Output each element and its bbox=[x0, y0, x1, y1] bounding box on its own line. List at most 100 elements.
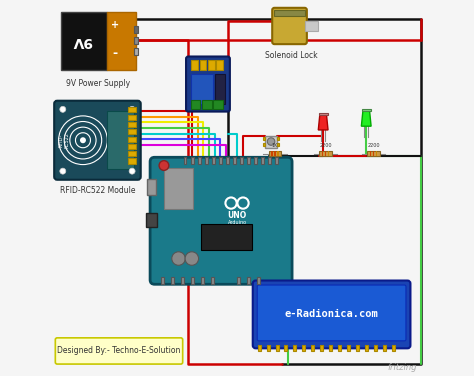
Bar bbox=[338, 345, 341, 350]
Bar bbox=[191, 74, 213, 104]
Bar bbox=[322, 151, 323, 156]
Bar bbox=[373, 151, 374, 156]
Bar bbox=[247, 157, 250, 164]
Bar bbox=[107, 111, 134, 170]
Text: +: + bbox=[111, 20, 119, 30]
Bar bbox=[108, 12, 136, 70]
Bar bbox=[237, 277, 240, 284]
Bar bbox=[265, 136, 277, 147]
Bar bbox=[319, 113, 328, 115]
Bar bbox=[302, 345, 305, 350]
Bar bbox=[293, 345, 296, 350]
Bar bbox=[362, 109, 371, 111]
Bar bbox=[191, 157, 193, 164]
Bar bbox=[367, 151, 380, 156]
Bar bbox=[356, 345, 359, 350]
Bar bbox=[257, 277, 260, 284]
Circle shape bbox=[60, 168, 66, 174]
Bar bbox=[128, 122, 136, 127]
Bar bbox=[212, 157, 215, 164]
Bar bbox=[226, 157, 229, 164]
Circle shape bbox=[172, 252, 185, 265]
Bar bbox=[201, 277, 204, 284]
Text: fritzing: fritzing bbox=[387, 362, 417, 371]
Bar bbox=[392, 345, 395, 350]
Bar bbox=[240, 157, 243, 164]
Text: RFID-RC522 Module: RFID-RC522 Module bbox=[60, 186, 135, 195]
Bar bbox=[261, 157, 264, 164]
Bar bbox=[277, 151, 279, 156]
Bar bbox=[198, 157, 201, 164]
Bar bbox=[274, 151, 275, 156]
FancyBboxPatch shape bbox=[55, 338, 182, 364]
Polygon shape bbox=[361, 111, 371, 126]
Bar bbox=[184, 157, 186, 164]
Bar bbox=[128, 159, 136, 164]
Bar bbox=[61, 12, 108, 70]
Circle shape bbox=[159, 161, 169, 170]
Bar bbox=[219, 157, 222, 164]
Bar bbox=[191, 60, 198, 70]
Bar bbox=[319, 151, 332, 156]
Circle shape bbox=[80, 137, 86, 143]
Bar bbox=[329, 345, 332, 350]
Bar bbox=[202, 100, 211, 109]
Bar bbox=[215, 74, 225, 104]
Bar bbox=[277, 137, 279, 139]
Bar bbox=[277, 143, 279, 146]
FancyBboxPatch shape bbox=[54, 101, 141, 180]
Polygon shape bbox=[318, 115, 328, 130]
Bar bbox=[128, 144, 136, 149]
Bar bbox=[211, 277, 214, 284]
Bar bbox=[146, 212, 157, 227]
Bar bbox=[161, 277, 164, 284]
Bar bbox=[134, 26, 138, 33]
Bar bbox=[365, 345, 368, 350]
Bar bbox=[191, 277, 194, 284]
Text: 1K: 1K bbox=[272, 143, 278, 148]
Bar bbox=[375, 151, 377, 156]
Bar bbox=[284, 345, 287, 350]
Bar bbox=[374, 345, 377, 350]
Circle shape bbox=[267, 138, 275, 145]
Text: UNO: UNO bbox=[228, 211, 246, 220]
Circle shape bbox=[129, 168, 135, 174]
Bar bbox=[128, 115, 136, 120]
Bar bbox=[213, 100, 223, 109]
Bar bbox=[311, 345, 314, 350]
Bar bbox=[128, 151, 136, 156]
Text: Solenoid Lock: Solenoid Lock bbox=[265, 51, 318, 60]
Bar bbox=[320, 345, 323, 350]
Bar bbox=[266, 345, 270, 350]
FancyBboxPatch shape bbox=[150, 157, 292, 284]
Bar bbox=[128, 136, 136, 142]
Bar bbox=[370, 151, 371, 156]
FancyBboxPatch shape bbox=[257, 285, 406, 341]
Bar bbox=[271, 151, 273, 156]
Bar bbox=[383, 345, 386, 350]
FancyBboxPatch shape bbox=[272, 8, 307, 44]
Bar bbox=[305, 21, 318, 31]
Bar bbox=[147, 179, 156, 195]
Bar bbox=[128, 129, 136, 134]
Circle shape bbox=[129, 106, 135, 112]
Bar bbox=[164, 168, 193, 209]
Bar bbox=[325, 151, 326, 156]
Bar bbox=[269, 151, 281, 156]
Bar bbox=[181, 277, 184, 284]
Bar bbox=[274, 10, 305, 16]
Bar bbox=[247, 277, 250, 284]
Bar bbox=[191, 100, 200, 109]
Text: RFID-
RC522: RFID- RC522 bbox=[58, 132, 69, 148]
Circle shape bbox=[60, 106, 66, 112]
Text: Designed By:- Techno-E-Solution: Designed By:- Techno-E-Solution bbox=[57, 346, 181, 355]
FancyBboxPatch shape bbox=[186, 56, 230, 112]
Text: 2200: 2200 bbox=[367, 143, 380, 148]
Text: -: - bbox=[112, 47, 118, 60]
Bar bbox=[263, 137, 265, 139]
Bar bbox=[171, 277, 174, 284]
Bar bbox=[201, 224, 252, 250]
Bar bbox=[268, 157, 271, 164]
Bar bbox=[134, 48, 138, 56]
Text: 9V Power Supply: 9V Power Supply bbox=[66, 79, 130, 88]
